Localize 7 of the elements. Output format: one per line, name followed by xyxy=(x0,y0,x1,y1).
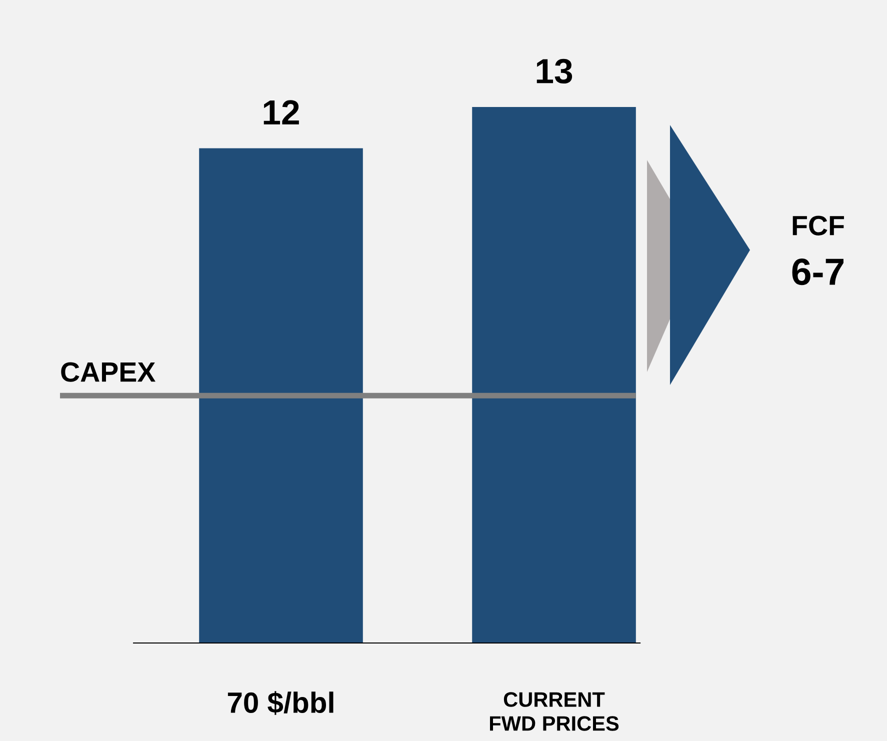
x-tick-label: CURRENT FWD PRICES xyxy=(490,692,619,731)
data-label: 12 xyxy=(264,100,299,124)
x-tick-label: 70 $/bbl xyxy=(228,691,334,715)
text: 6-7 xyxy=(792,258,844,286)
ref-line-label: CAPEX xyxy=(61,362,156,382)
data-label: 13 xyxy=(536,58,572,84)
text: FCF xyxy=(792,216,844,236)
